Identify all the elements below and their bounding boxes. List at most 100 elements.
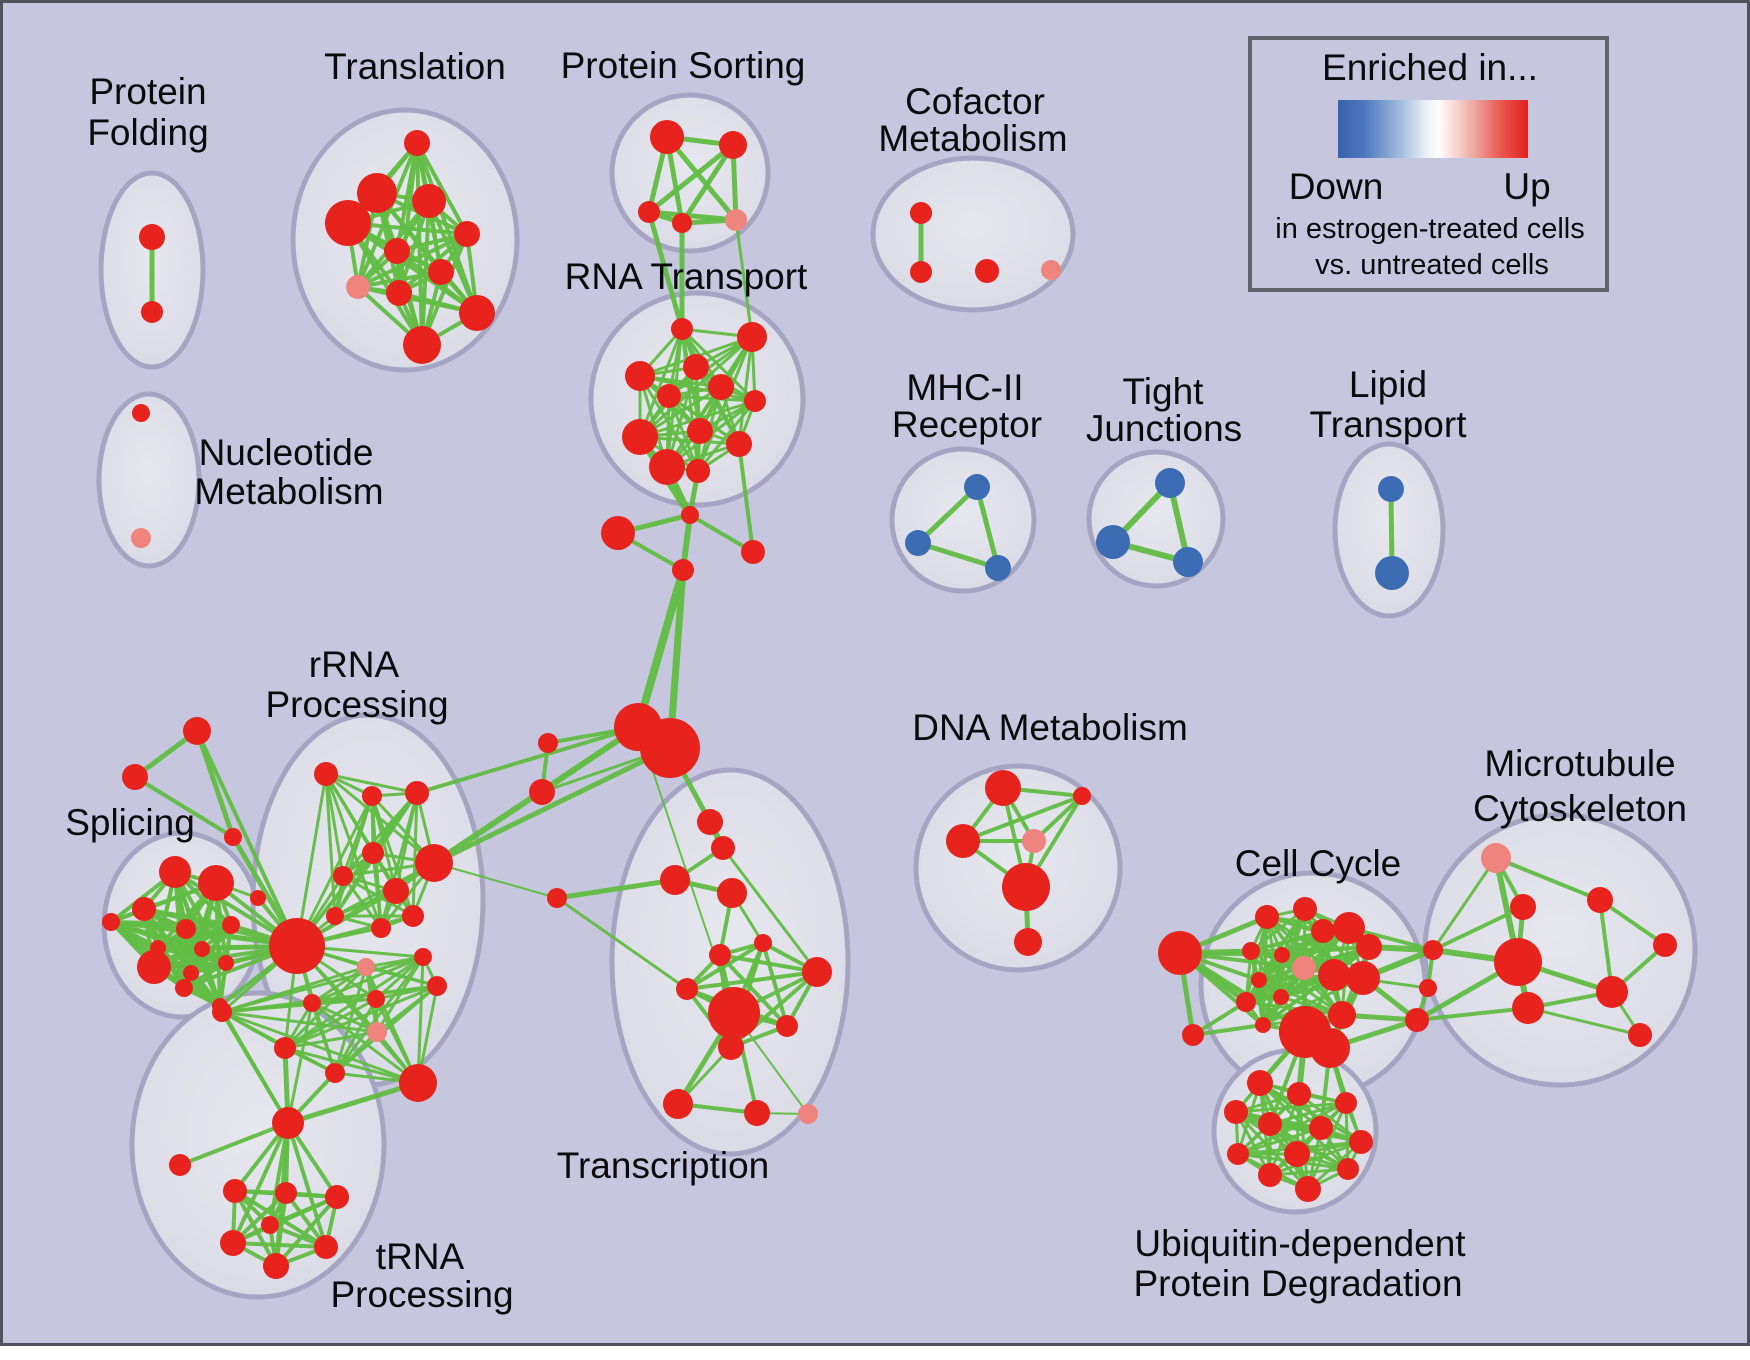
gene-set-node-n2[interactable] (131, 528, 151, 548)
gene-set-node-rb[interactable] (362, 786, 382, 806)
gene-set-node-sp11[interactable] (218, 955, 234, 971)
gene-set-node-tb3[interactable] (798, 1104, 818, 1124)
gene-set-node-r7[interactable] (744, 390, 766, 412)
gene-set-node-st1[interactable] (183, 717, 211, 745)
gene-set-node-k14[interactable] (1255, 1017, 1271, 1033)
gene-set-node-t7[interactable] (428, 259, 454, 285)
gene-set-node-ti3[interactable] (802, 957, 832, 987)
gene-set-node-k2[interactable] (1293, 897, 1317, 921)
gene-set-node-m2[interactable] (1510, 894, 1536, 920)
gene-set-node-ma[interactable] (964, 474, 990, 500)
gene-set-node-ri[interactable] (326, 907, 344, 925)
gene-set-node-tb2[interactable] (744, 1100, 770, 1126)
gene-set-node-sp4[interactable] (102, 913, 120, 931)
gene-set-node-m7[interactable] (1653, 933, 1677, 957)
gene-set-node-g1[interactable] (223, 1179, 247, 1203)
gene-set-node-u1[interactable] (1247, 1070, 1273, 1096)
gene-set-node-g2[interactable] (275, 1182, 297, 1204)
gene-set-node-n1[interactable] (132, 404, 150, 422)
gene-set-node-s3[interactable] (638, 201, 660, 223)
gene-set-node-r4[interactable] (625, 361, 655, 391)
gene-set-node-ch2[interactable] (601, 516, 635, 550)
gene-set-node-r9[interactable] (622, 419, 658, 455)
gene-set-node-t8[interactable] (346, 275, 370, 299)
gene-set-node-rc[interactable] (405, 781, 429, 805)
gene-set-node-g6[interactable] (263, 1253, 289, 1279)
gene-set-node-pf1[interactable] (139, 224, 165, 250)
gene-set-node-m6[interactable] (1587, 887, 1613, 913)
gene-set-node-c1[interactable] (910, 202, 932, 224)
gene-set-node-m8[interactable] (1628, 1023, 1652, 1047)
gene-set-node-t1[interactable] (404, 130, 430, 156)
gene-set-node-tc1[interactable] (697, 809, 723, 835)
gene-set-node-mp[interactable] (1481, 843, 1511, 873)
gene-set-node-la[interactable] (1378, 476, 1404, 502)
gene-set-node-tc[interactable] (1173, 547, 1203, 577)
gene-set-node-cr3[interactable] (1405, 1008, 1429, 1032)
gene-set-node-lb[interactable] (1375, 556, 1409, 590)
gene-set-node-k7[interactable] (1274, 947, 1290, 963)
gene-set-node-ti5[interactable] (708, 987, 760, 1039)
gene-set-node-t5[interactable] (454, 221, 480, 247)
gene-set-node-rd[interactable] (362, 842, 384, 864)
gene-set-node-u2[interactable] (1287, 1082, 1311, 1106)
gene-set-node-t10[interactable] (459, 295, 495, 331)
gene-set-node-sp9[interactable] (137, 950, 171, 984)
gene-set-node-t6[interactable] (384, 238, 410, 264)
gene-set-node-k1[interactable] (1255, 905, 1279, 929)
gene-set-node-s1[interactable] (650, 120, 684, 154)
gene-set-node-m5[interactable] (1596, 976, 1628, 1008)
gene-set-node-s2[interactable] (719, 131, 747, 159)
gene-set-node-r6[interactable] (708, 374, 734, 400)
gene-set-node-rf[interactable] (383, 878, 409, 904)
gene-set-node-tb[interactable] (1096, 525, 1130, 559)
gene-set-node-mb[interactable] (905, 530, 931, 556)
gene-set-node-g4[interactable] (220, 1230, 246, 1256)
gene-set-node-rj[interactable] (371, 918, 391, 938)
gene-set-node-SH[interactable] (269, 918, 325, 974)
gene-set-node-ml2[interactable] (529, 779, 555, 805)
gene-set-node-c2[interactable] (910, 261, 932, 283)
gene-set-node-rt[interactable] (325, 1063, 345, 1083)
gene-set-node-c3[interactable] (975, 259, 999, 283)
gene-set-node-r3[interactable] (683, 354, 709, 380)
gene-set-node-u3[interactable] (1335, 1092, 1357, 1114)
gene-set-node-tc4[interactable] (717, 878, 747, 908)
gene-set-node-tc3[interactable] (660, 865, 690, 895)
gene-set-node-k6[interactable] (1242, 942, 1260, 960)
gene-set-node-th[interactable] (272, 1107, 304, 1139)
gene-set-node-u5[interactable] (1258, 1112, 1282, 1136)
gene-set-node-t4[interactable] (325, 200, 371, 246)
gene-set-node-ti2[interactable] (754, 934, 772, 952)
gene-set-node-ra[interactable] (314, 762, 338, 786)
gene-set-node-u8[interactable] (1227, 1143, 1249, 1165)
gene-set-node-sp2[interactable] (198, 865, 234, 901)
gene-set-node-k3[interactable] (1311, 919, 1335, 943)
gene-set-node-cb2[interactable] (1310, 1028, 1350, 1068)
gene-set-node-ch1[interactable] (681, 506, 699, 524)
gene-set-node-rh[interactable] (402, 905, 424, 927)
gene-set-node-re[interactable] (333, 866, 353, 886)
gene-set-node-m3[interactable] (1494, 938, 1542, 986)
gene-set-node-rp[interactable] (212, 1002, 232, 1022)
gene-set-node-d2[interactable] (1073, 787, 1091, 805)
gene-set-node-sp8[interactable] (194, 941, 210, 957)
gene-set-node-ch3[interactable] (672, 559, 694, 581)
gene-set-node-ti6[interactable] (776, 1015, 798, 1037)
gene-set-node-sp10[interactable] (183, 965, 199, 981)
gene-set-node-k8[interactable] (1292, 956, 1316, 980)
gene-set-node-sp5[interactable] (176, 919, 196, 939)
gene-set-node-tc2[interactable] (711, 836, 735, 860)
gene-set-node-st3[interactable] (224, 828, 242, 846)
gene-set-node-pf2[interactable] (141, 301, 163, 323)
gene-set-node-tb1[interactable] (663, 1089, 693, 1119)
gene-set-node-ml1[interactable] (538, 733, 558, 753)
gene-set-node-ti7[interactable] (718, 1034, 744, 1060)
gene-set-node-g7[interactable] (261, 1216, 279, 1234)
gene-set-node-u4[interactable] (1224, 1100, 1248, 1124)
gene-set-node-ti4[interactable] (676, 978, 698, 1000)
gene-set-node-rl[interactable] (414, 948, 432, 966)
gene-set-node-rn[interactable] (367, 990, 385, 1008)
gene-set-node-ta[interactable] (1155, 468, 1185, 498)
gene-set-node-r5[interactable] (657, 384, 681, 408)
